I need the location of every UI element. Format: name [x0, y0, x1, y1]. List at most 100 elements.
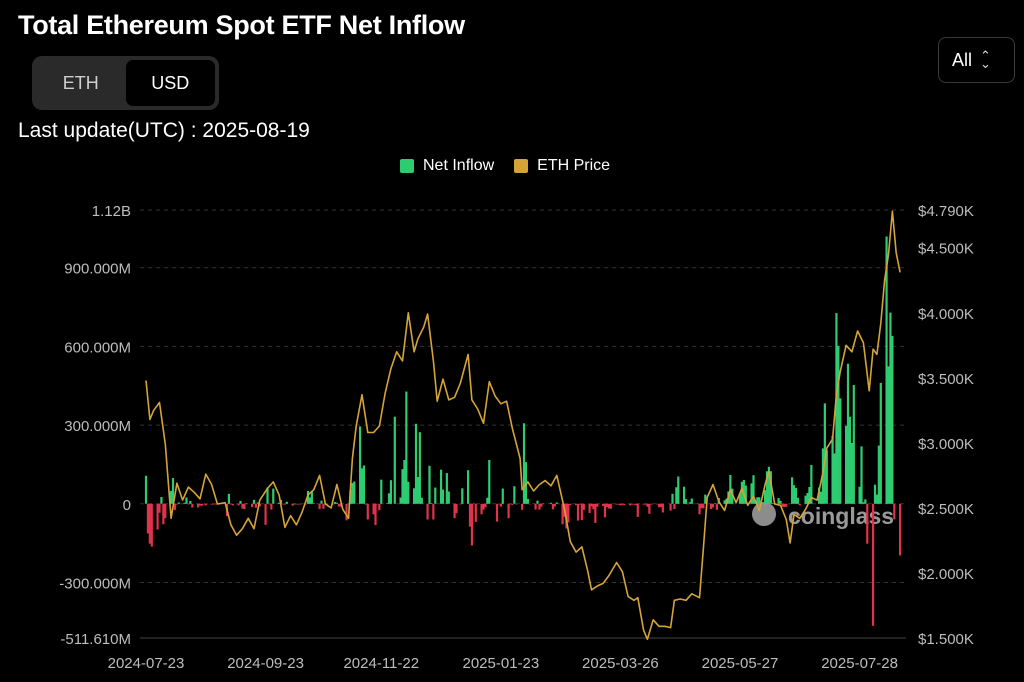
net-inflow-bar [808, 487, 811, 504]
net-inflow-bar [488, 459, 491, 504]
legend-item-net-inflow[interactable]: Net Inflow [400, 157, 494, 175]
net-inflow-bar [528, 503, 531, 505]
net-inflow-bar [574, 503, 578, 506]
net-inflow-bar [590, 503, 593, 507]
net-inflow-bar [601, 503, 605, 506]
net-inflow-bar [675, 487, 678, 504]
net-inflow-bar [455, 503, 458, 514]
net-inflow-bar [150, 503, 153, 547]
net-inflow-bar [831, 435, 834, 504]
net-inflow-bar [536, 500, 539, 504]
net-inflow-bar [385, 503, 389, 504]
net-inflow-bar [507, 503, 510, 519]
net-inflow-bar [615, 503, 618, 505]
net-inflow-bar [858, 486, 861, 504]
net-inflow-bar [497, 503, 501, 505]
net-inflow-bar [283, 503, 286, 505]
net-inflow-bar [399, 497, 402, 504]
net-inflow-bar [347, 503, 350, 505]
net-inflow-bar [198, 503, 202, 506]
net-inflow-bar [655, 503, 659, 505]
net-inflow-bar [875, 494, 879, 504]
net-inflow-bar [428, 465, 431, 504]
net-inflow-bar [297, 503, 300, 505]
range-select-value: All [952, 49, 973, 70]
net-inflow-bar [318, 503, 321, 510]
net-inflow-bar [331, 503, 335, 505]
net-inflow-bar [555, 502, 558, 504]
net-inflow-bar [698, 503, 701, 515]
net-inflow-bar [673, 503, 676, 510]
net-inflow-bar [833, 453, 836, 504]
net-inflow-bar [380, 479, 383, 504]
net-inflow-bar [299, 503, 302, 505]
range-select[interactable]: All ⌃ ⌄ [938, 37, 1015, 83]
net-inflow-bar [351, 483, 354, 504]
net-inflow-bar [763, 490, 767, 504]
net-inflow-bar [582, 503, 585, 510]
net-inflow-bar [295, 503, 298, 505]
net-inflow-bar [700, 503, 703, 509]
net-inflow-bar [401, 469, 404, 504]
unit-option-usd[interactable]: USD [125, 60, 215, 106]
net-inflow-bar [285, 501, 288, 504]
net-inflow-bar [567, 503, 570, 523]
net-inflow-bar [592, 503, 595, 510]
net-inflow-bar [848, 416, 852, 504]
net-inflow-bar [540, 503, 543, 507]
net-inflow-bar [810, 464, 813, 504]
net-inflow-bar [792, 485, 796, 504]
legend-swatch-eth-price [514, 159, 529, 173]
net-inflow-bar [648, 503, 651, 514]
net-inflow-bar [642, 503, 645, 505]
net-inflow-bar [416, 477, 420, 504]
net-inflow-bar [212, 503, 215, 505]
net-inflow-bar [364, 503, 367, 505]
net-inflow-bar [837, 345, 840, 504]
net-inflow-bar [850, 442, 853, 504]
net-inflow-bar [326, 503, 329, 505]
legend-label-net-inflow: Net Inflow [423, 157, 495, 174]
net-inflow-bar [806, 493, 809, 504]
net-inflow-bar [887, 366, 890, 504]
y-right-tick-label: $4.000K [918, 306, 974, 323]
net-inflow-bar [542, 503, 545, 505]
net-inflow-bar [144, 475, 148, 504]
net-inflow-bar [353, 481, 356, 504]
net-inflow-bar [187, 503, 190, 505]
net-inflow-bar [156, 503, 159, 530]
net-inflow-bar [482, 503, 485, 510]
legend-item-eth-price[interactable]: ETH Price [514, 157, 610, 175]
net-inflow-bar [378, 503, 381, 511]
net-inflow-bar [790, 477, 794, 504]
net-inflow-bar [252, 499, 256, 504]
net-inflow-bar [879, 382, 882, 504]
net-inflow-bar [671, 493, 674, 504]
y-left-tick-label: 1.12B [92, 203, 131, 220]
net-inflow-bar [891, 335, 894, 504]
x-tick-label: 2024-09-23 [227, 655, 304, 672]
net-inflow-bar [731, 488, 734, 504]
net-inflow-bar [387, 493, 391, 504]
net-inflow-bar [256, 502, 259, 504]
y-left-tick-label: 900.000M [64, 261, 131, 278]
net-inflow-bar [177, 502, 180, 504]
net-inflow-bar [169, 490, 173, 504]
net-inflow-bar [414, 423, 418, 504]
net-inflow-bar [281, 503, 285, 505]
net-inflow-bar [472, 503, 475, 505]
net-inflow-bar [183, 502, 186, 504]
net-inflow-bar [447, 491, 450, 504]
unit-option-eth[interactable]: ETH [62, 72, 99, 93]
net-inflow-bar [752, 475, 755, 504]
net-inflow-bar [441, 489, 445, 504]
net-inflow-bar [202, 503, 205, 505]
chart-legend: Net Inflow ETH Price [400, 157, 610, 175]
net-inflow-bar [237, 503, 240, 506]
net-inflow-bar [430, 503, 433, 504]
net-inflow-bar [333, 501, 337, 504]
net-inflow-bar [264, 503, 267, 525]
net-inflow-bar [650, 503, 653, 505]
net-inflow-bar [709, 503, 713, 510]
